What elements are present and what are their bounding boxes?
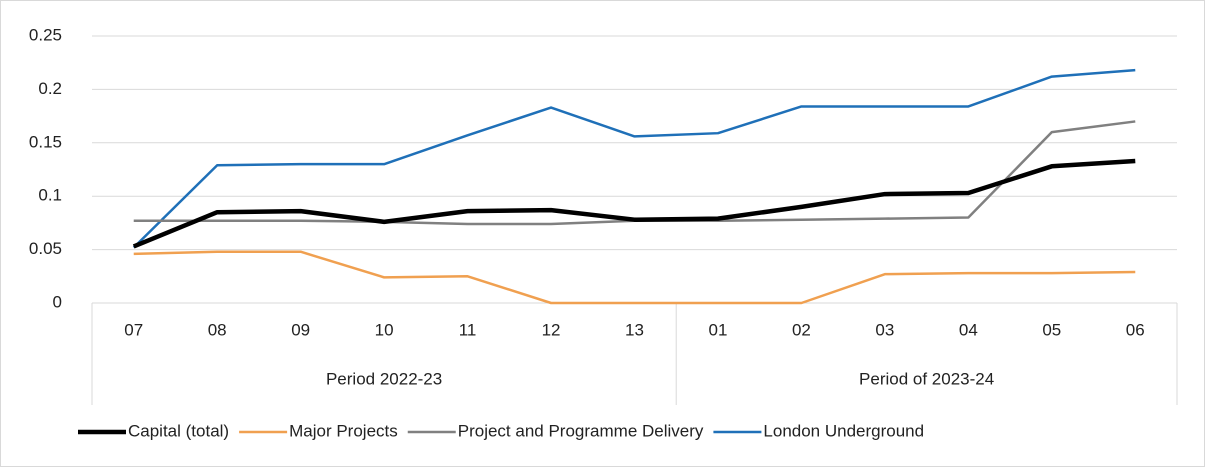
legend-label: Capital (total) [128, 421, 229, 440]
group-label: Period of 2023-24 [859, 369, 994, 388]
x-tick-label: 09 [291, 320, 310, 339]
x-tick-label: 10 [375, 320, 394, 339]
y-tick-label: 0.15 [29, 132, 62, 151]
x-tick-label: 12 [542, 320, 561, 339]
x-tick-label: 05 [1042, 320, 1061, 339]
legend-label: Project and Programme Delivery [458, 421, 704, 440]
x-tick-label: 01 [709, 320, 728, 339]
x-tick-label: 07 [124, 320, 143, 339]
y-tick-label: 0.05 [29, 239, 62, 258]
x-tick-label: 11 [459, 320, 477, 339]
legend-label: London Underground [763, 421, 924, 440]
y-tick-label: 0.25 [29, 25, 62, 44]
x-tick-label: 04 [959, 320, 978, 339]
x-tick-label: 06 [1126, 320, 1145, 339]
y-tick-label: 0.1 [38, 186, 62, 205]
series-line [133, 250, 1136, 305]
x-tick-label: 03 [875, 320, 894, 339]
x-tick-label: 08 [208, 320, 227, 339]
y-tick-label: 0.2 [38, 79, 62, 98]
y-tick-label: 0 [53, 292, 62, 311]
series-line [132, 68, 1136, 249]
x-tick-label: 13 [625, 320, 644, 339]
series-line [132, 158, 1136, 249]
legend-label: Major Projects [289, 421, 398, 440]
x-tick-label: 02 [792, 320, 811, 339]
group-label: Period 2022-23 [326, 369, 442, 388]
